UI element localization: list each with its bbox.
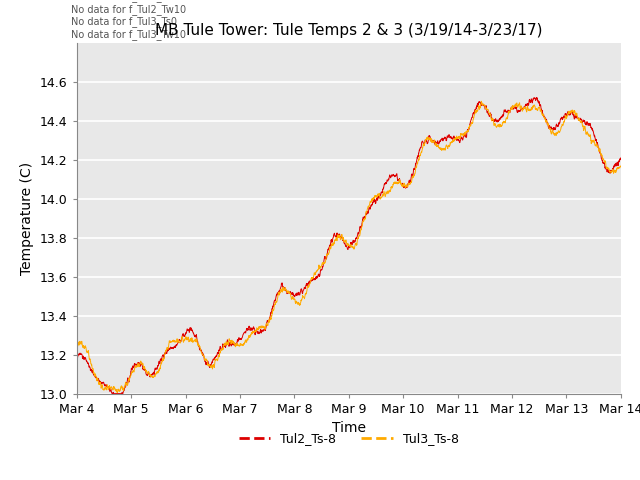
Tul3_Ts-8 <box>305 283 313 288</box>
Line: Tul3_Ts-8: Tul3_Ts-8 <box>77 101 621 393</box>
Tul3_Ts-8 <box>548 129 556 135</box>
Tul3_Ts-8 <box>617 163 625 169</box>
Y-axis label: Temperature (C): Temperature (C) <box>20 162 35 275</box>
Tul2_Ts-8 <box>548 126 556 132</box>
Tul2_Ts-8 <box>135 360 143 365</box>
Tul3_Ts-8 <box>282 286 289 291</box>
Line: Tul2_Ts-8: Tul2_Ts-8 <box>77 97 621 394</box>
Tul2_Ts-8 <box>168 346 175 351</box>
Tul2_Ts-8 <box>305 279 313 285</box>
Tul3_Ts-8 <box>607 168 614 174</box>
Title: MB Tule Tower: Tule Temps 2 & 3 (3/19/14-3/23/17): MB Tule Tower: Tule Temps 2 & 3 (3/19/14… <box>155 23 543 38</box>
Legend: Tul2_Ts-8, Tul3_Ts-8: Tul2_Ts-8, Tul3_Ts-8 <box>234 427 463 450</box>
Tul3_Ts-8 <box>73 340 81 346</box>
Tul3_Ts-8 <box>113 390 121 396</box>
Tul2_Ts-8 <box>532 95 540 100</box>
Tul3_Ts-8 <box>168 339 175 345</box>
Tul2_Ts-8 <box>617 156 625 162</box>
X-axis label: Time: Time <box>332 421 366 435</box>
Tul3_Ts-8 <box>477 98 485 104</box>
Text: No data for f_Tul2_Ts0
No data for f_Tul2_Tw10
No data for f_Tul3_Ts0
No data fo: No data for f_Tul2_Ts0 No data for f_Tul… <box>72 0 186 40</box>
Tul2_Ts-8 <box>607 170 614 176</box>
Tul2_Ts-8 <box>73 355 81 360</box>
Tul2_Ts-8 <box>108 391 116 396</box>
Tul2_Ts-8 <box>282 288 289 293</box>
Tul3_Ts-8 <box>135 364 143 370</box>
